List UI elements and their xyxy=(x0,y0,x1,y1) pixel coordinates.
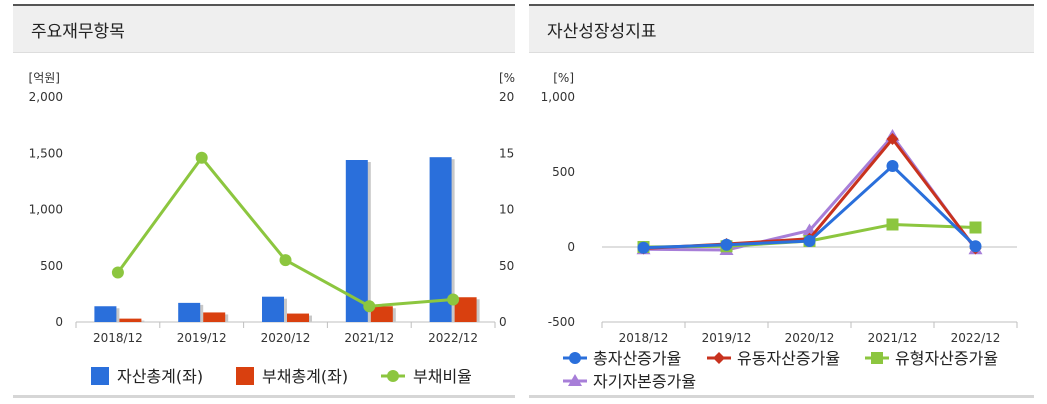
x-axis-tick-label: 2020/12 xyxy=(785,331,835,345)
x-axis-tick-label: 2019/12 xyxy=(702,331,752,345)
line-point xyxy=(969,240,982,253)
legend-swatch xyxy=(236,367,254,385)
legend-swatch xyxy=(91,367,109,385)
bar xyxy=(454,297,477,322)
legend-swatch-marker xyxy=(871,352,883,364)
left-axis-tick-label: 1,000 xyxy=(541,90,575,104)
left-axis-tick-label: 0 xyxy=(55,315,63,329)
right-axis-tick-label: 100 xyxy=(499,203,515,217)
bar xyxy=(178,302,201,322)
asset-growth-panel: 자산성장성지표 [%] 1,000 500 0 -500 2018/12 2019/12 20… xyxy=(529,4,1034,398)
panel-title: 자산성장성지표 xyxy=(529,6,1034,53)
bar xyxy=(429,157,452,322)
line-point xyxy=(279,254,292,267)
line-point xyxy=(803,235,816,247)
left-axis-unit: [억원] xyxy=(29,71,60,85)
legend-label: 자기자본증가율 xyxy=(593,372,696,391)
bar xyxy=(262,296,284,322)
financial-items-chart: [억원][%]2,0001,5001,000500020015010050020… xyxy=(29,71,515,386)
line-point xyxy=(363,300,376,313)
line-point xyxy=(637,241,650,254)
legend-label: 부채총계(좌) xyxy=(262,367,348,386)
x-axis-tick-label: 2022/12 xyxy=(951,331,1001,345)
line-point xyxy=(886,218,899,231)
series-line xyxy=(116,155,454,308)
asset-growth-chart: [%] 1,000 500 0 -500 2018/12 2019/12 2020/12 202… xyxy=(541,71,1018,391)
left-axis-tick-label: 500 xyxy=(552,165,575,179)
legend-label: 유형자산증가율 xyxy=(895,349,998,368)
line-point xyxy=(195,151,208,164)
bar xyxy=(203,312,226,322)
left-axis-unit: [%] xyxy=(553,71,574,85)
legend-swatch-marker xyxy=(569,352,581,364)
bar xyxy=(119,318,142,322)
x-axis-tick-label: 2018/12 xyxy=(619,331,669,345)
line-point xyxy=(886,160,899,172)
x-axis-tick-label: 2021/12 xyxy=(868,331,918,345)
bar xyxy=(287,313,309,322)
legend-label: 부채비율 xyxy=(413,367,472,386)
legend-label: 유동자산증가율 xyxy=(737,349,840,368)
right-axis-tick-label: 50 xyxy=(499,259,514,273)
left-axis-tick-label: 500 xyxy=(40,259,63,273)
left-axis-tick-label: 0 xyxy=(567,240,575,254)
right-axis-unit: [%] xyxy=(499,71,515,85)
line-point xyxy=(720,238,733,251)
bar xyxy=(345,160,368,322)
x-axis-tick-label: 2018/12 xyxy=(93,331,143,345)
line-point xyxy=(886,133,899,145)
line-point xyxy=(111,266,124,279)
bar xyxy=(370,306,393,322)
x-axis-tick-label: 2019/12 xyxy=(177,331,227,345)
bar xyxy=(94,306,117,322)
legend-label: 자산총계(좌) xyxy=(117,367,203,386)
right-axis-tick-label: 200 xyxy=(499,90,515,104)
legend-swatch-marker xyxy=(387,370,399,382)
panel-title: 주요재무항목 xyxy=(13,6,515,53)
legend-swatch-marker xyxy=(713,352,725,364)
line-point xyxy=(969,221,982,234)
x-axis-tick-label: 2022/12 xyxy=(428,331,478,345)
left-axis-tick-label: -500 xyxy=(548,315,575,329)
left-axis-tick-label: 1,500 xyxy=(29,146,63,160)
left-axis-tick-label: 2,000 xyxy=(29,90,63,104)
legend-swatch-marker xyxy=(568,374,582,386)
legend-label: 총자산증가율 xyxy=(593,349,681,368)
x-axis-tick-label: 2021/12 xyxy=(344,331,394,345)
financial-items-panel: 주요재무항목 [억원][%]2,0001,5001,00050002001501… xyxy=(13,4,515,398)
line-point xyxy=(447,293,460,306)
x-axis-tick-label: 2020/12 xyxy=(261,331,311,345)
left-axis-tick-label: 1,000 xyxy=(29,203,63,217)
right-axis-tick-label: 150 xyxy=(499,146,515,160)
right-axis-tick-label: 0 xyxy=(499,315,507,329)
